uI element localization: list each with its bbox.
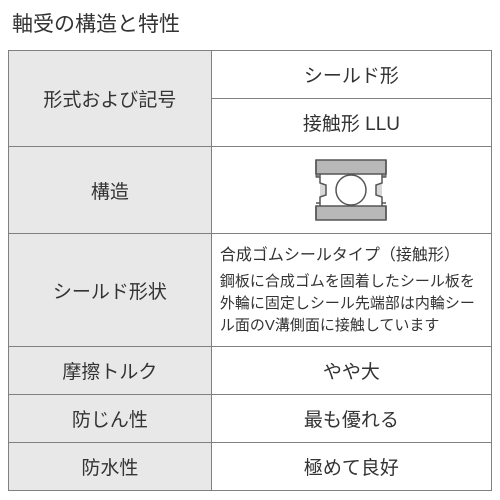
- label-water: 防水性: [9, 443, 212, 491]
- value-shield-type: シールド形: [211, 51, 491, 99]
- value-shield-desc: 合成ゴムシールタイプ（接触形） 鋼板に合成ゴムを固着したシール板を外輪に固定しシ…: [211, 234, 491, 347]
- table-row: 摩擦トルク やや大: [9, 347, 492, 395]
- spec-table: 形式および記号 シールド形 接触形 LLU 構造 シールド形状: [8, 50, 492, 491]
- value-water: 極めて良好: [211, 443, 491, 491]
- table-row: 構造: [9, 147, 492, 234]
- label-shield-shape: シールド形状: [9, 234, 212, 347]
- label-structure: 構造: [9, 147, 212, 234]
- shield-desc-main: 合成ゴムシールタイプ（接触形）: [220, 244, 483, 267]
- label-type: 形式および記号: [9, 51, 212, 147]
- label-dust: 防じん性: [9, 395, 212, 443]
- value-dust: 最も優れる: [211, 395, 491, 443]
- value-contact-type: 接触形 LLU: [211, 99, 491, 147]
- table-row: 防じん性 最も優れる: [9, 395, 492, 443]
- page-title: 軸受の構造と特性: [8, 8, 492, 38]
- label-friction: 摩擦トルク: [9, 347, 212, 395]
- value-friction: やや大: [211, 347, 491, 395]
- structure-diagram-cell: [211, 147, 491, 234]
- table-row: シールド形状 合成ゴムシールタイプ（接触形） 鋼板に合成ゴムを固着したシール板を…: [9, 234, 492, 347]
- table-row: 形式および記号 シールド形: [9, 51, 492, 99]
- shield-desc-sub: 鋼板に合成ゴムを固着したシール板を外輪に固定しシール先端部は内輪シール面のV溝側…: [220, 271, 483, 336]
- table-row: 防水性 極めて良好: [9, 443, 492, 491]
- bearing-cross-section-icon: [306, 155, 396, 225]
